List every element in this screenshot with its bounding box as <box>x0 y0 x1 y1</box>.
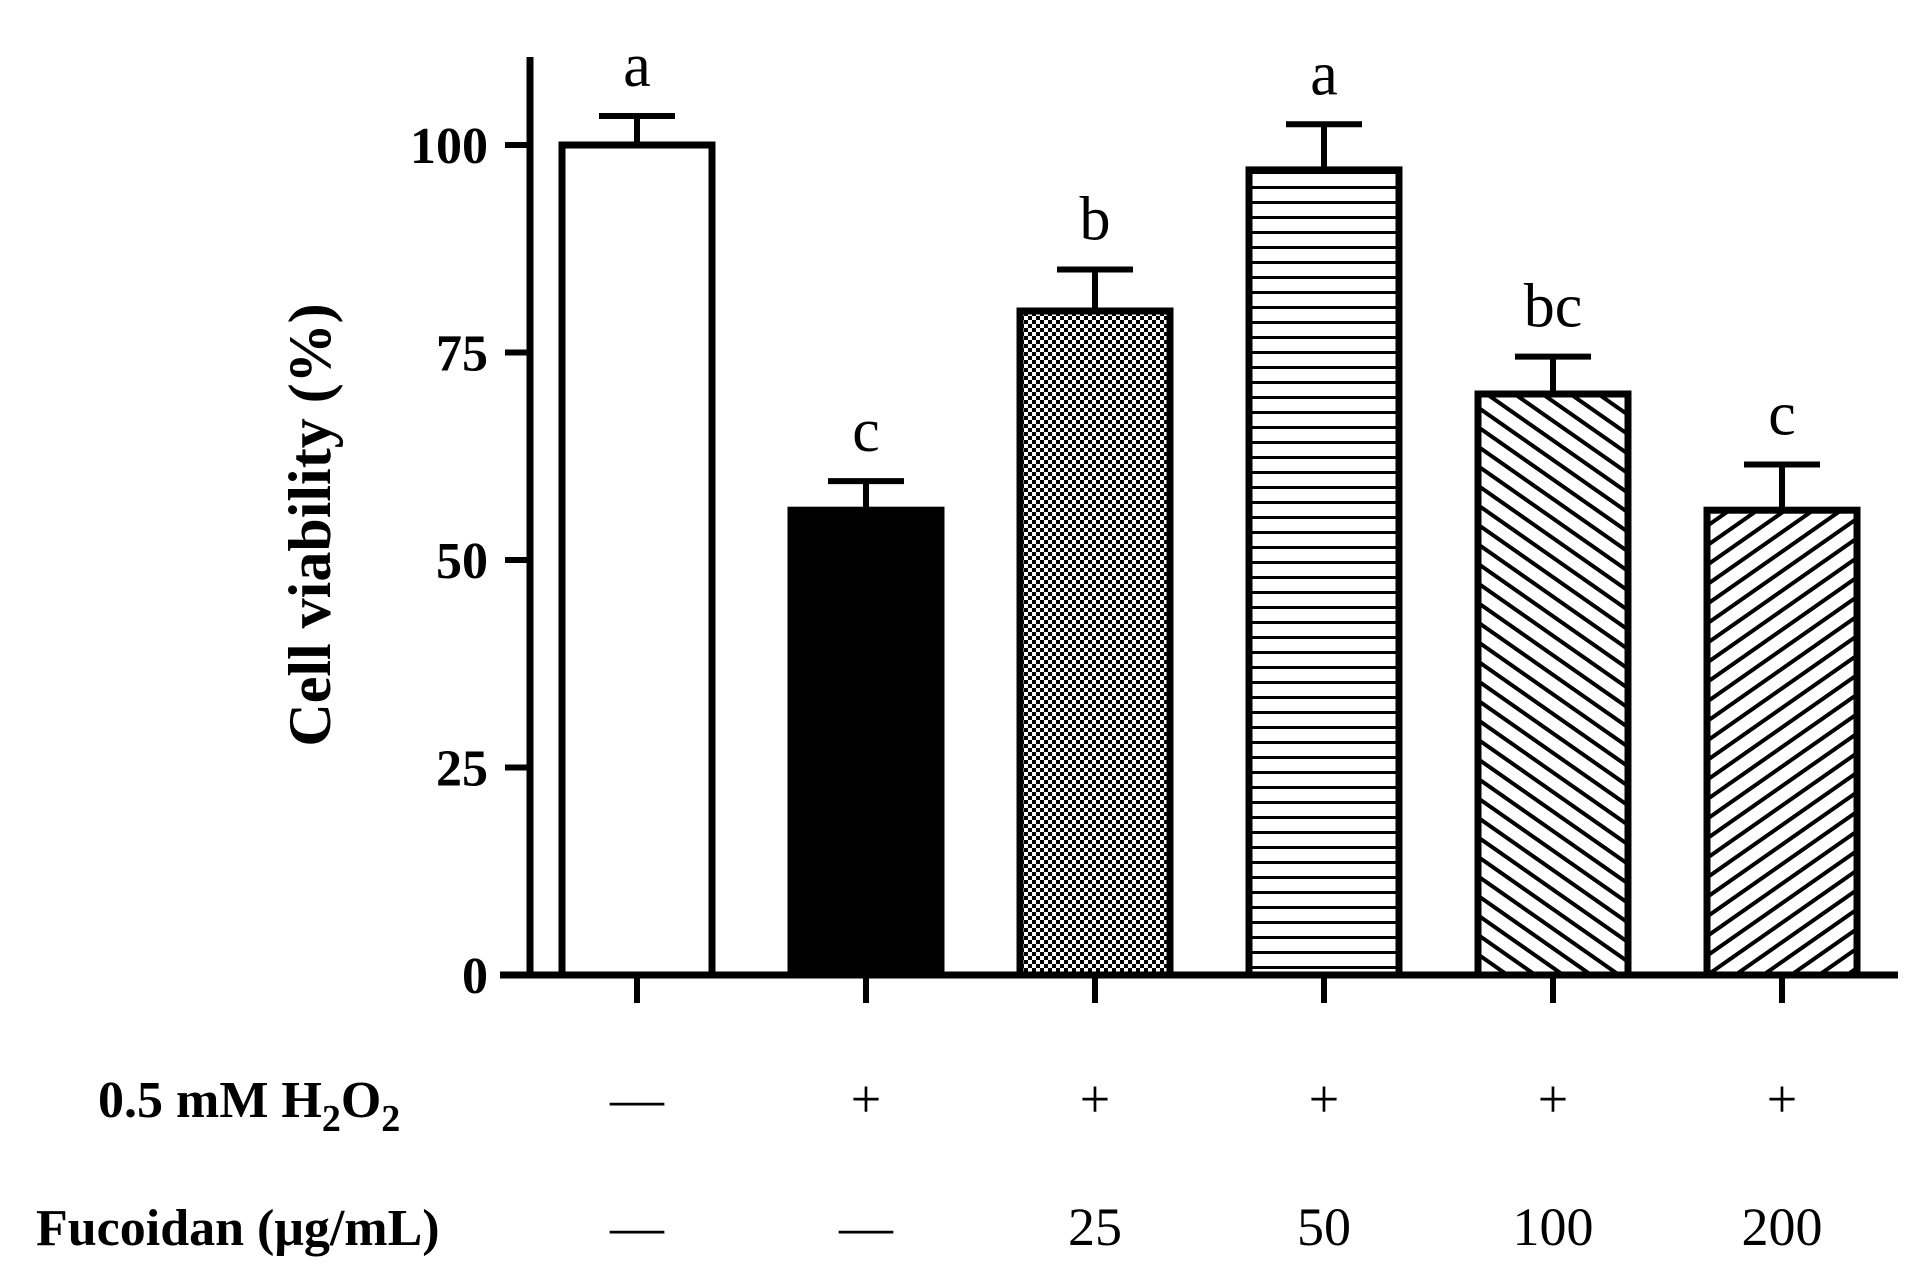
h2o2-value-5: + <box>1538 1069 1568 1129</box>
significance-label-5: bc <box>1524 273 1583 341</box>
fucoidan-value-6: 200 <box>1742 1197 1823 1257</box>
significance-label-2: c <box>852 397 880 465</box>
bar-5 <box>1474 390 1632 979</box>
x-ticks <box>634 975 1785 1003</box>
y-tick-label-75: 75 <box>436 326 488 383</box>
bars <box>558 141 1861 979</box>
fucoidan-row-label: Fucoidan (μg/mL) <box>36 1200 440 1257</box>
h2o2-label-prefix: 0.5 mM H <box>98 1072 322 1129</box>
bar-4 <box>1245 166 1403 979</box>
condition-values: — — + — +25 +50 +100 +200 <box>609 1069 1823 1257</box>
fucoidan-value-5: 100 <box>1513 1197 1594 1257</box>
y-tick-label-25: 25 <box>436 741 488 798</box>
y-tick-label-50: 50 <box>436 533 488 590</box>
y-ticks: 0 25 50 75 100 <box>410 118 530 1005</box>
h2o2-value-3: + <box>1080 1069 1110 1129</box>
significance-label-1: a <box>623 32 651 100</box>
h2o2-value-1: — <box>609 1069 665 1129</box>
h2o2-row-label: 0.5 mM H2O2 <box>98 1072 400 1140</box>
fucoidan-value-1: — <box>609 1197 665 1257</box>
y-axis-title: Cell viability (%) <box>277 303 343 746</box>
bar-1 <box>558 141 716 979</box>
bar-2 <box>787 506 945 979</box>
h2o2-value-4: + <box>1309 1069 1339 1129</box>
bar-6 <box>1703 506 1861 979</box>
significance-labels: a c b a bc c <box>623 32 1796 465</box>
h2o2-value-6: + <box>1767 1069 1797 1129</box>
y-tick-label-0: 0 <box>462 948 488 1005</box>
h2o2-value-2: + <box>851 1069 881 1129</box>
significance-label-4: a <box>1310 40 1338 108</box>
error-bars <box>599 112 1820 511</box>
bar-3 <box>1016 307 1174 979</box>
y-tick-label-100: 100 <box>410 118 488 175</box>
h2o2-sub1: 2 <box>322 1098 341 1140</box>
fucoidan-value-3: 25 <box>1068 1197 1122 1257</box>
fucoidan-value-2: — <box>838 1197 894 1257</box>
h2o2-mid: O <box>341 1072 381 1129</box>
significance-label-6: c <box>1768 381 1796 449</box>
h2o2-sub2: 2 <box>381 1098 400 1140</box>
significance-label-3: b <box>1080 186 1111 254</box>
fucoidan-value-4: 50 <box>1297 1197 1351 1257</box>
